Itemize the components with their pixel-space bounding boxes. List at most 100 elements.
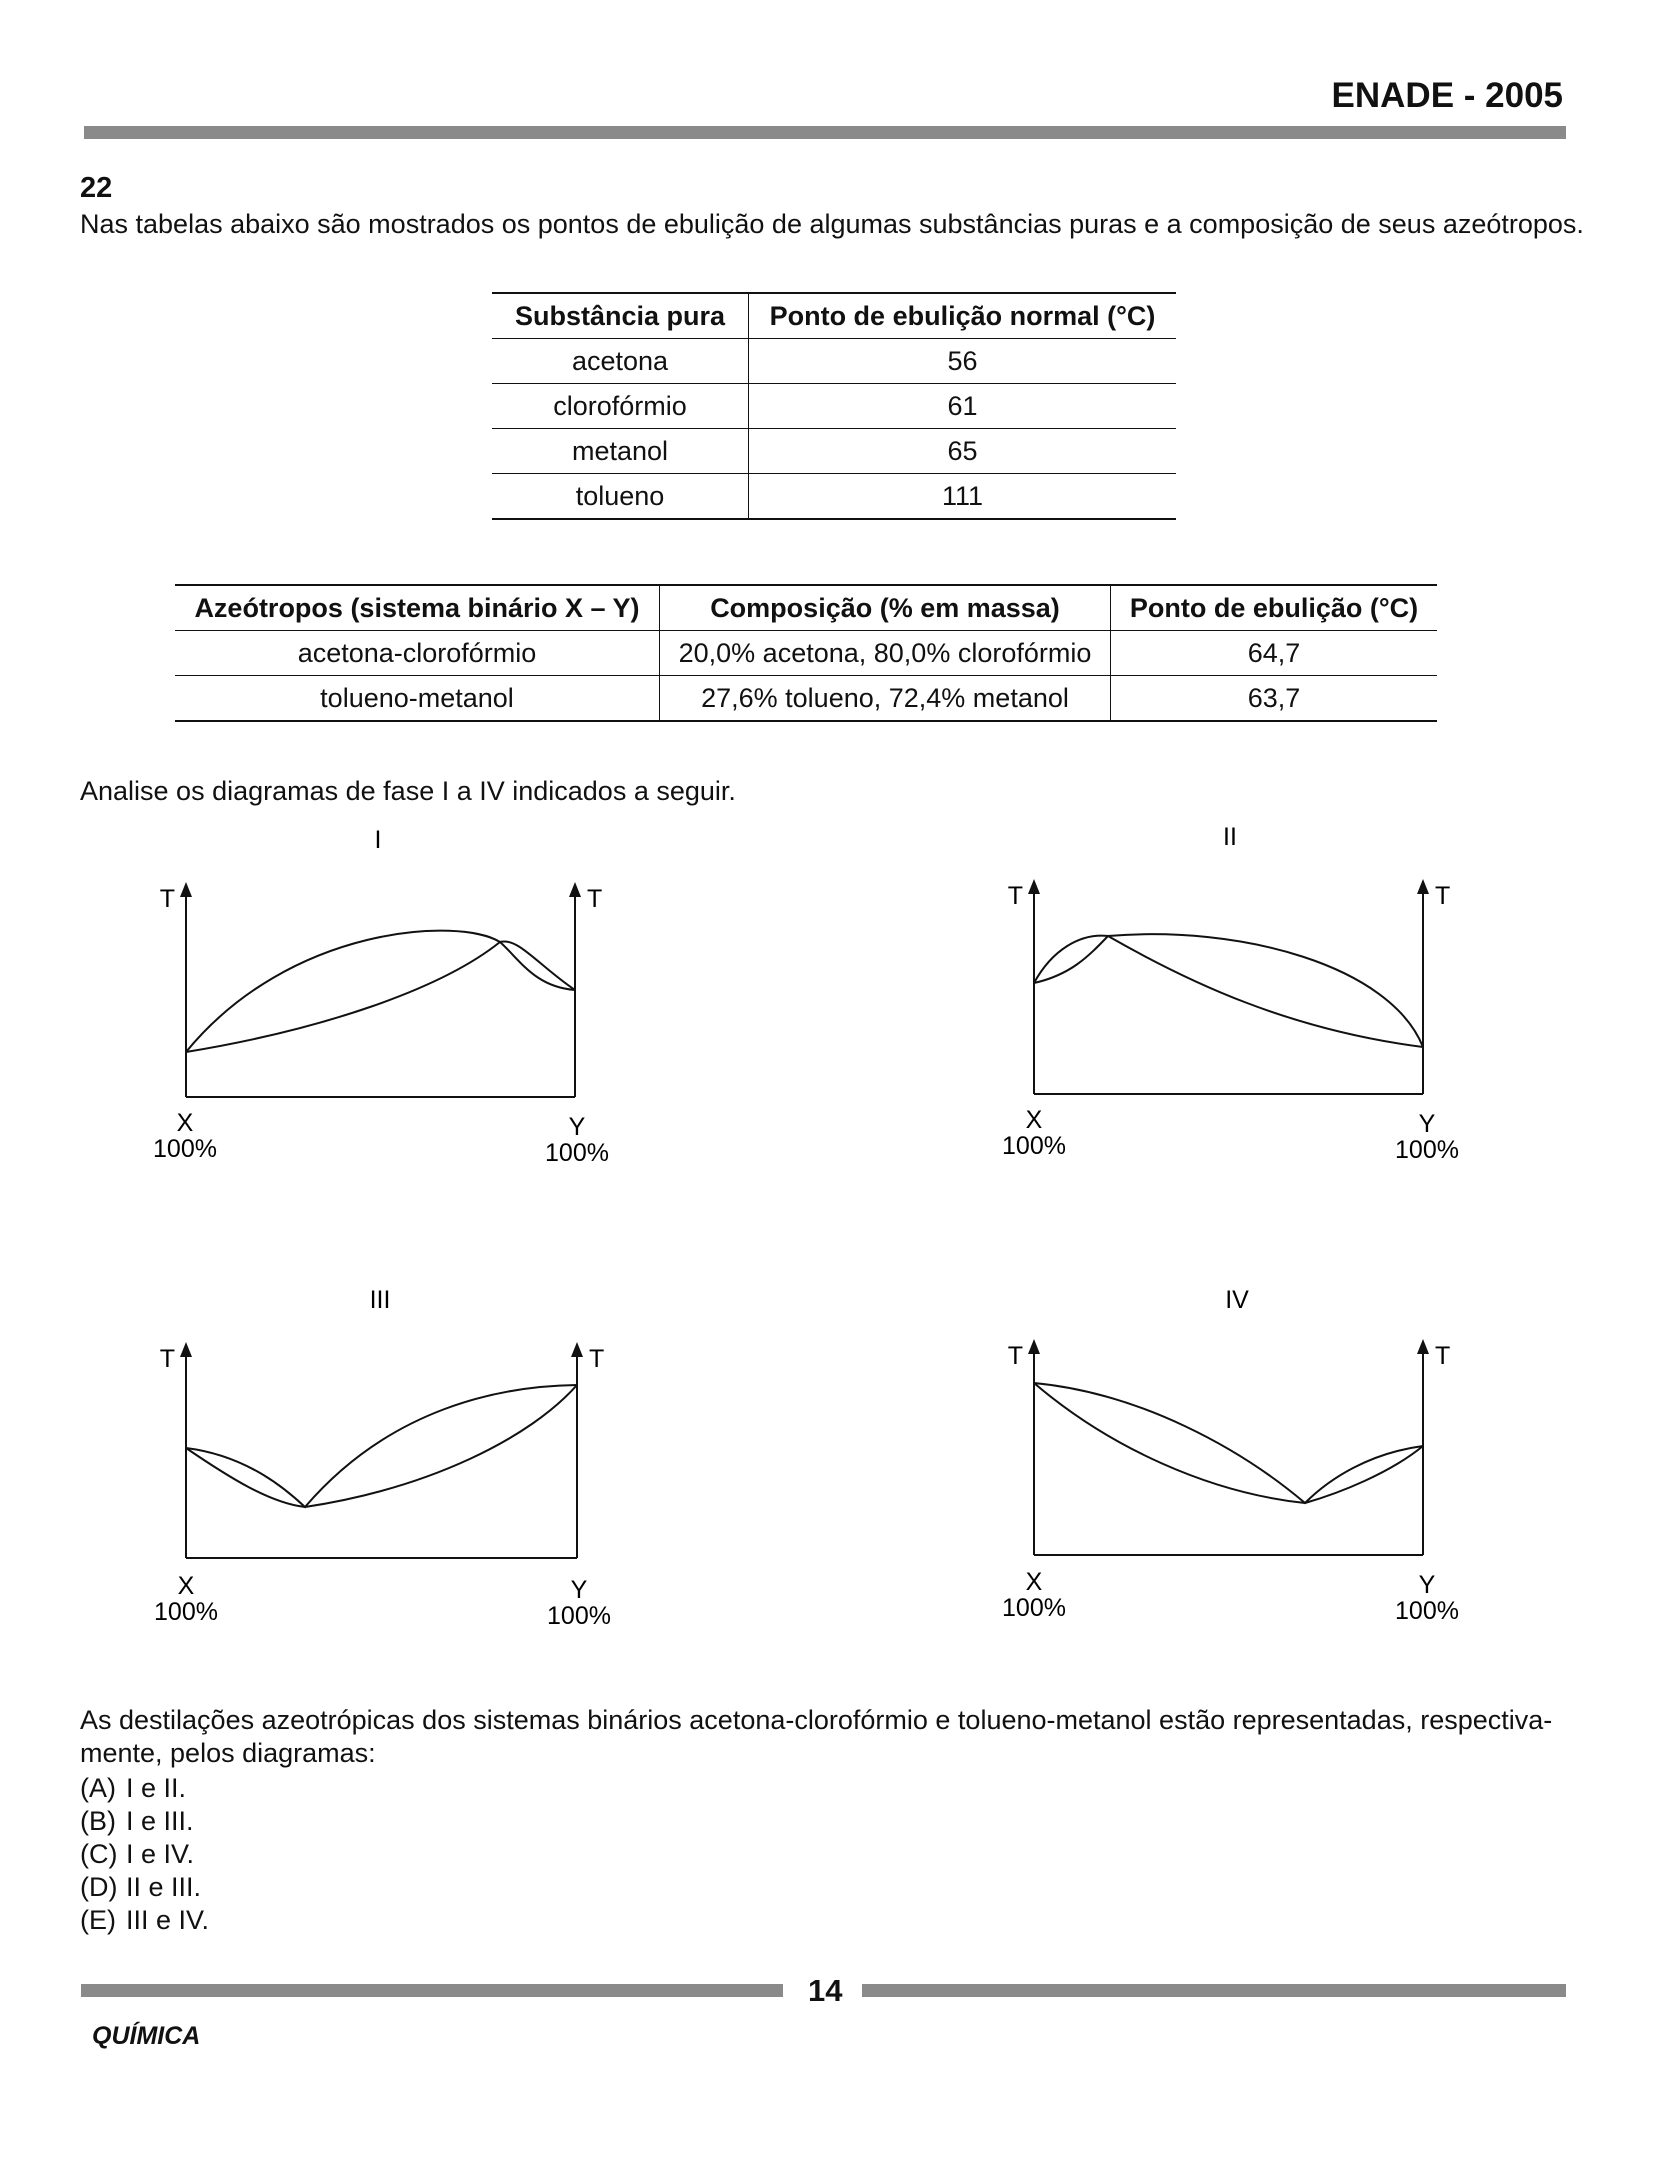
closing-statement: As destilações azeotrópicas dos sistemas… bbox=[80, 1705, 1553, 1768]
table-cell: metanol bbox=[492, 428, 749, 474]
y-label: Y bbox=[1419, 1571, 1436, 1599]
diagrams-intro: Analise os diagramas de fase I a IV indi… bbox=[80, 776, 736, 806]
table-header-cell: Azeótropos (sistema binário X – Y) bbox=[175, 584, 660, 631]
option-letter: (D) bbox=[80, 1872, 118, 1902]
diagram-label: I bbox=[375, 826, 382, 854]
answer-option[interactable]: (C) I e IV. bbox=[80, 1838, 209, 1871]
table-cell: 56 bbox=[748, 338, 1176, 384]
table-row: acetona 56 bbox=[492, 338, 1176, 384]
vapor-curve bbox=[185, 1384, 578, 1509]
option-letter: (A) bbox=[80, 1773, 116, 1803]
footer-rule-left bbox=[81, 1984, 783, 1997]
t-label-left: T bbox=[160, 1345, 175, 1373]
phase-diagram-iv: IV T T X 100% Y 100% bbox=[1002, 1286, 1459, 1625]
table-cell: acetona-clorofórmio bbox=[297, 637, 537, 668]
page-number: 14 bbox=[808, 1973, 843, 2008]
arrow-up-icon bbox=[1417, 1339, 1429, 1354]
x-percent: 100% bbox=[1002, 1132, 1066, 1160]
arrow-up-icon bbox=[571, 1342, 583, 1357]
answer-options: (A) I e II. (B) I e III. (C) I e IV. (D) II … bbox=[80, 1772, 209, 1937]
table-cell: clorofórmio bbox=[492, 383, 749, 429]
table-header-cell: Substância pura bbox=[492, 292, 749, 339]
y-label: Y bbox=[571, 1576, 588, 1604]
table-row: clorofórmio 61 bbox=[492, 383, 1176, 429]
option-text: I e IV. bbox=[126, 1839, 195, 1869]
table-cell: 65 bbox=[748, 428, 1176, 474]
t-label-left: T bbox=[1008, 882, 1023, 910]
footer-subject: QUÍMICA bbox=[92, 2022, 201, 2050]
table-header-row: Azeótropos (sistema binário X – Y) Compo… bbox=[175, 584, 1437, 631]
table-cell: 27,6% tolueno, 72,4% metanol bbox=[659, 675, 1111, 722]
arrow-up-icon bbox=[1028, 1339, 1040, 1354]
answer-option[interactable]: (B) I e III. bbox=[80, 1805, 209, 1838]
arrow-up-icon bbox=[180, 882, 192, 897]
x-percent: 100% bbox=[154, 1598, 218, 1626]
vapor-curve bbox=[1033, 1382, 1424, 1505]
header-title: ENADE - 2005 bbox=[1331, 76, 1563, 115]
phase-diagram-ii: II T T X 100% Y 100% bbox=[1002, 823, 1459, 1164]
table-cell: 63,7 bbox=[1110, 675, 1437, 722]
y-percent: 100% bbox=[1395, 1597, 1459, 1625]
diagram-label: II bbox=[1223, 823, 1237, 851]
diagram-label: III bbox=[370, 1286, 391, 1314]
phase-diagram-i: I T T X 100% Y 100% bbox=[153, 826, 609, 1167]
t-label-right: T bbox=[1435, 1342, 1450, 1370]
table-row: tolueno-metanol 27,6% tolueno, 72,4% met… bbox=[175, 675, 1437, 722]
liquid-curve bbox=[185, 940, 576, 1053]
header-rule bbox=[84, 126, 1566, 139]
arrow-up-icon bbox=[1028, 879, 1040, 894]
diagram-label: IV bbox=[1225, 1286, 1249, 1314]
table-row: metanol 65 bbox=[492, 428, 1176, 474]
arrow-up-icon bbox=[180, 1342, 192, 1357]
option-letter: (E) bbox=[80, 1905, 116, 1935]
arrow-up-icon bbox=[1417, 879, 1429, 894]
x-percent: 100% bbox=[1002, 1594, 1066, 1622]
table-cell: acetona bbox=[571, 345, 669, 376]
option-text: II e III. bbox=[126, 1872, 202, 1902]
question-intro: Nas tabelas abaixo são mostrados os pont… bbox=[80, 209, 1584, 239]
vapor-curve bbox=[1033, 933, 1424, 1048]
x-percent: 100% bbox=[153, 1135, 217, 1163]
phase-diagram-iii: III T T X 100% Y 100% bbox=[154, 1286, 611, 1630]
t-label-right: T bbox=[1435, 882, 1450, 910]
y-label: Y bbox=[1419, 1110, 1436, 1138]
t-label-left: T bbox=[1008, 1342, 1023, 1370]
pure-substances-table: Substância pura Ponto de ebulição normal… bbox=[492, 292, 1176, 520]
table-header-cell: Ponto de ebulição normal (°C) bbox=[748, 292, 1176, 339]
option-letter: (C) bbox=[80, 1839, 118, 1869]
table-header-cell: Ponto de ebulição (°C) bbox=[1110, 584, 1437, 631]
option-letter: (B) bbox=[80, 1806, 116, 1836]
table-cell: tolueno-metanol bbox=[175, 675, 660, 722]
y-label: Y bbox=[569, 1113, 586, 1141]
table-cell: tolueno bbox=[492, 473, 749, 520]
y-percent: 100% bbox=[545, 1139, 609, 1167]
table-row: acetona-clorofórmio 20,0% acetona, 80,0%… bbox=[175, 630, 1437, 676]
table-header-cell: Composição (% em massa) bbox=[659, 584, 1111, 631]
liquid-curve bbox=[185, 1384, 578, 1509]
x-label: X bbox=[177, 1109, 194, 1137]
option-text: I e III. bbox=[126, 1806, 194, 1836]
footer-rule-right bbox=[862, 1984, 1566, 1997]
option-text: I e II. bbox=[126, 1773, 187, 1803]
x-label: X bbox=[178, 1572, 195, 1600]
question-number: 22 bbox=[80, 172, 113, 204]
liquid-curve bbox=[1033, 934, 1424, 1048]
option-text: III e IV. bbox=[126, 1905, 210, 1935]
t-label-right: T bbox=[587, 885, 602, 913]
y-percent: 100% bbox=[547, 1602, 611, 1630]
azeotropes-table: Azeótropos (sistema binário X – Y) Compo… bbox=[175, 584, 1437, 722]
arrow-up-icon bbox=[569, 882, 581, 897]
x-label: X bbox=[1026, 1106, 1043, 1134]
table-cell: 64,7 bbox=[1110, 630, 1437, 676]
table-cell: 20,0% acetona, 80,0% clorofórmio bbox=[659, 630, 1111, 676]
table-cell: 61 bbox=[748, 383, 1176, 429]
vapor-curve bbox=[185, 929, 576, 1053]
y-percent: 100% bbox=[1395, 1136, 1459, 1164]
answer-option[interactable]: (E) III e IV. bbox=[80, 1904, 209, 1937]
answer-option[interactable]: (D) II e III. bbox=[80, 1871, 209, 1904]
x-label: X bbox=[1026, 1568, 1043, 1596]
answer-option[interactable]: (A) I e II. bbox=[80, 1772, 209, 1805]
table-row: tolueno 111 bbox=[492, 473, 1176, 520]
liquid-curve bbox=[1033, 1382, 1424, 1505]
t-label-left: T bbox=[160, 885, 175, 913]
